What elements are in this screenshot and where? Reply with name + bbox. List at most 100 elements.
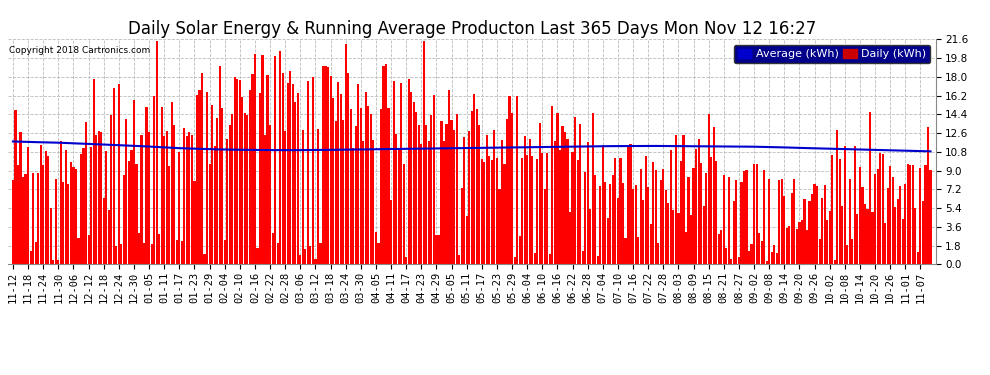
Bar <box>584 172 586 264</box>
Bar <box>103 198 105 264</box>
Bar <box>72 167 74 264</box>
Bar <box>62 182 64 264</box>
Bar <box>876 169 879 264</box>
Bar <box>420 144 423 264</box>
Bar <box>869 112 871 264</box>
Bar <box>589 209 591 264</box>
Bar <box>509 96 511 264</box>
Bar <box>561 126 563 264</box>
Bar <box>15 111 17 264</box>
Bar <box>571 152 573 264</box>
Bar <box>569 212 571 264</box>
Bar <box>95 135 97 264</box>
Bar <box>431 116 433 264</box>
Bar <box>48 156 50 264</box>
Bar <box>652 162 654 264</box>
Bar <box>320 243 322 264</box>
Bar <box>804 199 806 264</box>
Bar <box>367 106 369 264</box>
Bar <box>178 152 180 264</box>
Bar <box>892 177 894 264</box>
Bar <box>806 230 808 264</box>
Bar <box>332 98 335 264</box>
Bar <box>248 90 251 264</box>
Bar <box>498 189 501 264</box>
Bar <box>359 108 362 264</box>
Bar <box>620 158 622 264</box>
Bar <box>115 246 118 264</box>
Bar <box>170 102 173 264</box>
Bar <box>325 66 327 264</box>
Bar <box>398 149 400 264</box>
Bar <box>251 74 253 264</box>
Bar <box>548 254 551 264</box>
Bar <box>539 123 541 264</box>
Bar <box>897 200 899 264</box>
Bar <box>519 236 521 264</box>
Bar <box>798 222 801 264</box>
Bar <box>718 234 720 264</box>
Bar <box>834 260 836 264</box>
Bar <box>256 248 258 264</box>
Bar <box>537 159 539 264</box>
Bar <box>635 185 637 264</box>
Bar <box>710 157 712 264</box>
Bar <box>322 66 324 264</box>
Bar <box>770 252 773 264</box>
Bar <box>390 200 392 264</box>
Bar <box>640 168 642 264</box>
Bar <box>516 96 518 264</box>
Bar <box>315 259 317 264</box>
Bar <box>242 98 244 264</box>
Bar <box>843 146 845 264</box>
Bar <box>279 51 281 264</box>
Bar <box>612 176 614 264</box>
Bar <box>889 166 891 264</box>
Bar <box>343 120 345 264</box>
Bar <box>592 113 594 264</box>
Bar <box>643 200 644 264</box>
Bar <box>670 150 672 264</box>
Bar <box>400 82 402 264</box>
Bar <box>713 127 715 264</box>
Bar <box>335 121 337 264</box>
Bar <box>700 163 702 264</box>
Bar <box>85 122 87 264</box>
Bar <box>853 146 856 264</box>
Bar <box>720 230 723 264</box>
Bar <box>392 81 395 264</box>
Bar <box>778 180 780 264</box>
Bar <box>57 260 59 264</box>
Bar <box>511 113 513 264</box>
Bar <box>758 233 760 264</box>
Bar <box>687 177 690 264</box>
Bar <box>811 194 813 264</box>
Bar <box>110 115 112 264</box>
Bar <box>297 93 299 264</box>
Bar <box>196 94 198 264</box>
Bar <box>153 96 155 264</box>
Bar <box>17 165 19 264</box>
Bar <box>615 158 617 264</box>
Bar <box>506 119 508 264</box>
Bar <box>357 84 359 264</box>
Bar <box>418 124 420 264</box>
Bar <box>556 113 558 264</box>
Bar <box>788 226 790 264</box>
Bar <box>481 159 483 264</box>
Bar <box>887 188 889 264</box>
Bar <box>143 243 146 264</box>
Bar <box>524 135 526 264</box>
Bar <box>340 94 342 264</box>
Bar <box>370 114 372 264</box>
Bar <box>848 179 851 264</box>
Bar <box>198 90 201 264</box>
Bar <box>43 165 45 264</box>
Bar <box>856 214 858 264</box>
Bar <box>441 121 443 264</box>
Bar <box>909 165 912 264</box>
Bar <box>753 164 755 264</box>
Bar <box>375 232 377 264</box>
Bar <box>726 248 728 264</box>
Bar <box>131 150 133 264</box>
